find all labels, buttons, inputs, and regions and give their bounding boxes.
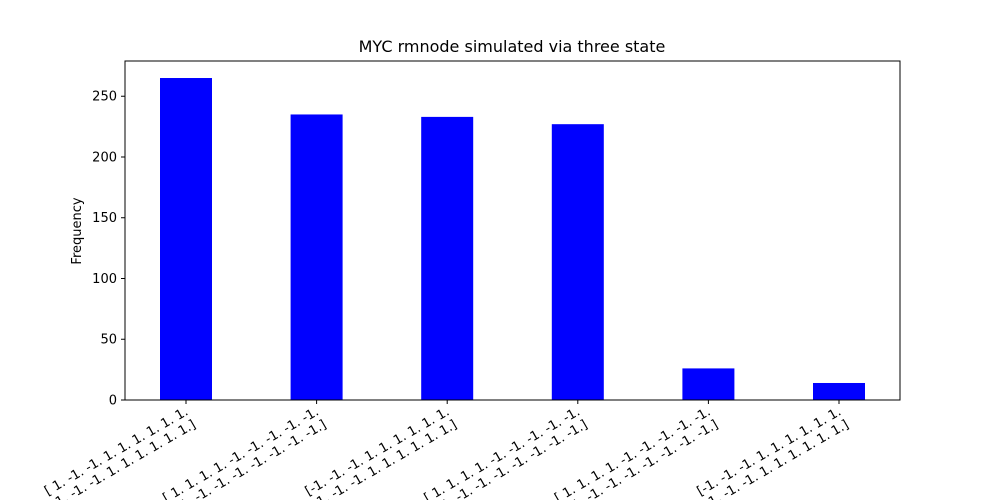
bars-group	[160, 78, 865, 401]
x-ticks: [ 1. -1. -1. 1. 1. 1. 1. 1. 1. 1. -1. -1…	[42, 400, 852, 500]
y-tick-label-3: 150	[92, 211, 117, 226]
y-tick-label-0: 0	[109, 394, 117, 409]
y-tick-label-4: 200	[92, 150, 117, 165]
bar-5	[813, 382, 865, 400]
plot-frame	[124, 60, 901, 401]
bar-4	[682, 368, 735, 400]
y-tick-label-5: 250	[92, 90, 117, 105]
bar-0	[160, 78, 212, 400]
bar-3	[551, 124, 604, 401]
y-ticks: 0 50 100 150 200 250	[92, 90, 125, 409]
x-category-label-5: [-1. -1. -1. 1. 1. 1. 1. 1. 1. -1. -1. -…	[691, 404, 851, 500]
bar-2	[421, 116, 474, 400]
chart-title: MYC rmnode simulated via three state	[359, 37, 666, 56]
y-tick-label-2: 100	[92, 272, 117, 287]
bar-1	[290, 114, 343, 401]
y-tick-label-1: 50	[100, 333, 117, 348]
y-axis-label: Frequency	[70, 197, 85, 264]
